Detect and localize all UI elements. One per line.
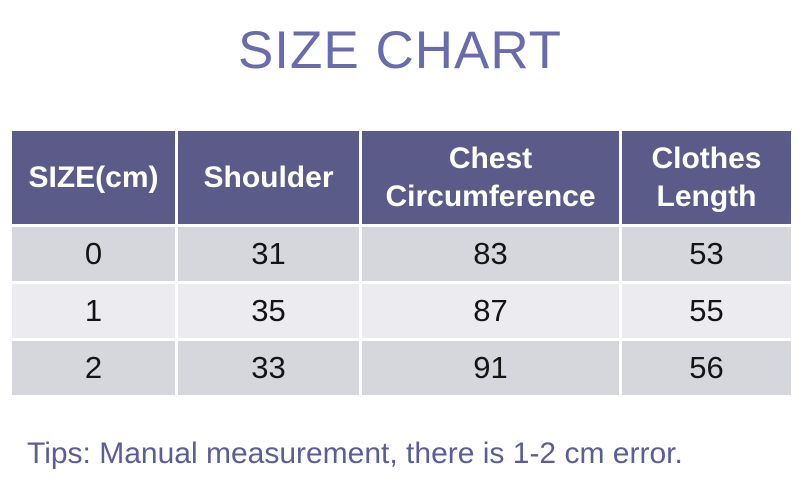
cell-chest-circumference: 91 [359, 338, 622, 398]
cell-clothes-length: 53 [619, 224, 794, 284]
cell-clothes-length: 55 [619, 281, 794, 341]
page-title: SIZE CHART [237, 21, 563, 80]
cell-chest-circumference: 87 [359, 281, 622, 341]
table-header-row: SIZE(cm) Shoulder Chest Circumference Cl… [9, 128, 794, 227]
cell-shoulder: 31 [175, 224, 362, 284]
cell-size: 0 [9, 224, 178, 284]
table-row-size-1: 1 35 87 55 [9, 281, 794, 341]
cell-size: 2 [9, 338, 178, 398]
column-header-shoulder: Shoulder [175, 128, 362, 227]
table-row-size-2: 2 33 91 56 [9, 338, 794, 398]
measurement-tip-text: Tips: Manual measurement, there is 1-2 c… [27, 437, 683, 470]
cell-clothes-length: 56 [619, 338, 794, 398]
cell-size: 1 [9, 281, 178, 341]
cell-shoulder: 33 [175, 338, 362, 398]
column-header-chest-circumference: Chest Circumference [359, 128, 622, 227]
column-header-size: SIZE(cm) [9, 128, 178, 227]
size-chart-table: SIZE(cm) Shoulder Chest Circumference Cl… [9, 128, 794, 398]
table-row-size-0: 0 31 83 53 [9, 224, 794, 284]
cell-shoulder: 35 [175, 281, 362, 341]
cell-chest-circumference: 83 [359, 224, 622, 284]
column-header-clothes-length: Clothes Length [619, 128, 794, 227]
